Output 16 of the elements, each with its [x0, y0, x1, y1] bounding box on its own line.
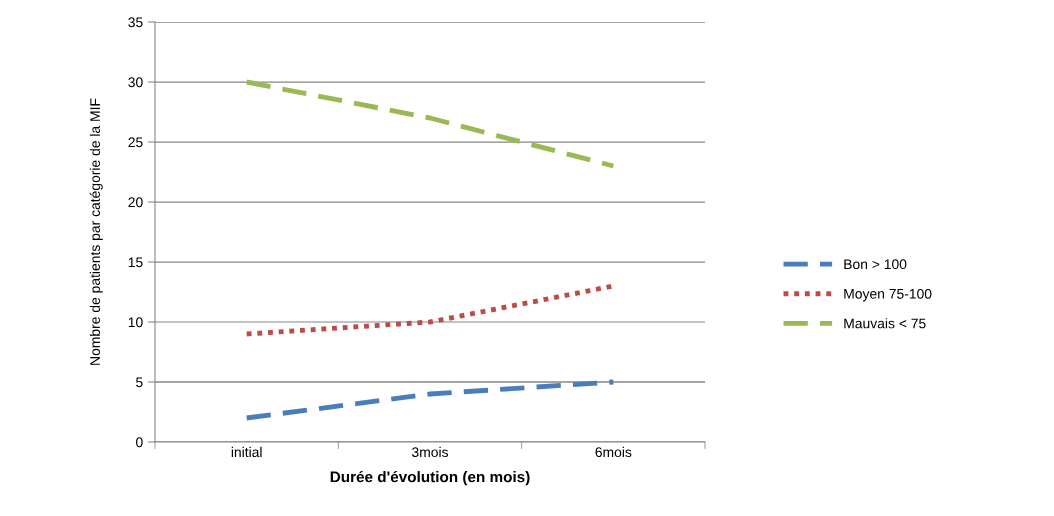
x-axis-title: Durée d'évolution (en mois) [330, 470, 530, 486]
y-axis-title: Nombre de patients par catégorie de la MIF [89, 98, 103, 365]
y-tick-label: 15 [128, 257, 143, 268]
x-tick-label: 6mois [595, 446, 632, 458]
y-tick-label: 10 [128, 317, 143, 328]
x-tick-label: initial [231, 446, 262, 458]
y-tick-label: 20 [128, 197, 143, 208]
legend-label: Bon > 100 [844, 259, 907, 270]
legend-label: Moyen 75-100 [844, 288, 932, 302]
y-tick-label: 30 [128, 77, 143, 88]
y-tick-label: 35 [128, 17, 143, 28]
y-tick-label: 0 [136, 437, 143, 448]
y-tick-label: 5 [136, 377, 143, 388]
y-tick-label: 25 [128, 137, 143, 148]
legend-label: Mauvais < 75 [844, 318, 926, 329]
x-tick-label: 3mois [412, 446, 449, 458]
